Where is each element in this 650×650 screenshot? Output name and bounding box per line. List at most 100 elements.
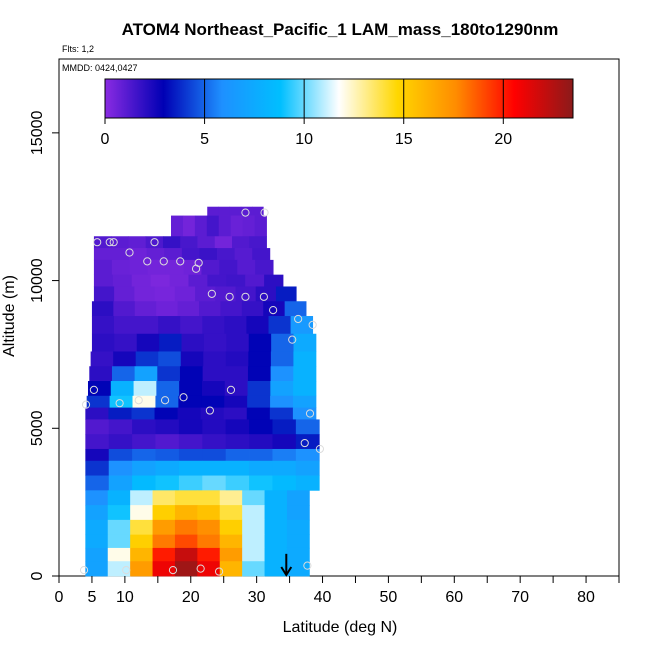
x-tick-label: 70	[511, 589, 529, 606]
heatmap-cell	[85, 490, 109, 506]
heatmap-cell	[93, 274, 114, 287]
heatmap-cell	[268, 316, 291, 335]
heatmap-cell	[110, 381, 134, 397]
heatmap-cell	[202, 316, 225, 335]
sample-point	[79, 565, 89, 575]
sample-point	[176, 257, 185, 266]
heatmap-cell	[270, 351, 294, 367]
heatmap-cell	[255, 259, 274, 276]
y-tick-label: 15000	[29, 111, 46, 156]
heatmap-cell	[242, 534, 265, 549]
heatmap-cell	[89, 366, 113, 382]
heatmap-cell	[230, 215, 244, 237]
heatmap-cell	[229, 206, 242, 216]
heatmap-cell	[108, 419, 133, 435]
x-tick-label: 60	[445, 589, 463, 606]
sample-point	[179, 393, 188, 402]
heatmap-cell	[295, 419, 320, 435]
heatmap-cell	[286, 490, 310, 506]
heatmap-cell	[219, 490, 243, 506]
arrow-marker	[280, 553, 293, 577]
heatmap-cell	[85, 475, 110, 491]
heatmap-cell	[156, 381, 180, 397]
heatmap-cell	[224, 316, 247, 335]
heatmap-cell	[223, 407, 248, 420]
heatmap-cell	[178, 419, 203, 435]
heatmap-cell	[225, 448, 250, 462]
heatmap-cell	[272, 460, 297, 476]
heatmap-cell	[108, 434, 133, 450]
heatmap-cell	[269, 407, 294, 420]
heatmap-cell	[179, 381, 203, 397]
sample-point	[225, 292, 234, 301]
heatmap-cell	[202, 366, 226, 382]
heatmap-cell	[207, 206, 219, 216]
heatmap-cell	[245, 274, 265, 287]
heatmap-cell	[85, 505, 109, 521]
sample-point	[194, 258, 203, 267]
heatmap-cell	[286, 534, 310, 549]
sample-point	[150, 238, 159, 247]
heatmap-cell	[134, 366, 158, 382]
heatmap-cell	[107, 519, 131, 536]
heatmap-cell	[108, 407, 132, 420]
heatmap-cell	[197, 236, 216, 249]
heatmap-cell	[275, 286, 297, 302]
sample-point	[241, 208, 250, 217]
heatmap-cell	[113, 351, 137, 367]
heatmap-cell	[249, 236, 267, 249]
heatmap-cell	[202, 419, 227, 435]
heatmap-cell	[194, 215, 208, 237]
heatmap-cell	[181, 248, 200, 261]
sample-point	[125, 248, 134, 257]
heatmap-cell	[197, 561, 221, 577]
heatmap-cell	[225, 419, 250, 435]
heatmap-cell	[218, 206, 231, 216]
x-axis-label: Latitude (deg N)	[283, 619, 398, 636]
heatmap-cell	[293, 366, 317, 382]
sample-point	[134, 396, 143, 405]
heatmap-cell	[155, 419, 180, 435]
x-tick-label: 0	[55, 589, 64, 606]
heatmap-cell	[112, 274, 133, 287]
heatmap-cell	[240, 206, 253, 216]
sample-point	[205, 406, 214, 415]
heatmap-cell	[195, 286, 216, 302]
colorbar-tick-label: 5	[200, 131, 209, 148]
y-axis-label: Altitude (m)	[1, 275, 18, 357]
colorbar-scale	[104, 78, 574, 119]
sample-point	[300, 438, 309, 448]
heatmap-cell	[249, 419, 273, 435]
sample-point	[226, 385, 236, 394]
heatmap-cell	[249, 475, 273, 491]
heatmap-cell	[293, 351, 317, 367]
heatmap-cell	[154, 407, 178, 420]
heatmap-cell	[107, 547, 131, 562]
heatmap-cell	[147, 259, 166, 276]
heatmap-cell	[215, 286, 236, 302]
heatmap-cell	[242, 561, 265, 577]
heatmap-cell	[136, 333, 160, 352]
heatmap-cell	[85, 407, 109, 420]
heatmap-cell	[155, 475, 180, 491]
heatmap-cell	[85, 434, 110, 450]
heatmap-cell	[219, 534, 243, 549]
heatmap-cell	[108, 475, 133, 491]
heatmap-cell	[108, 460, 133, 476]
heatmap-cell	[134, 286, 155, 302]
x-axis: 0 5 10 20 30 40 50 60 70 80	[55, 576, 620, 606]
heatmap-cell	[241, 301, 264, 317]
heatmap-cell	[155, 448, 180, 462]
heatmap-cell	[264, 534, 288, 549]
heatmap-cell	[93, 259, 113, 276]
heatmap-cell	[197, 519, 221, 536]
heatmap-cell	[264, 519, 288, 536]
heatmap-cell	[180, 351, 204, 367]
heatmap-cell	[225, 460, 250, 476]
heatmap-cell	[242, 519, 265, 536]
colorbar-tick-label: 10	[295, 131, 313, 148]
heatmap-cell	[225, 475, 250, 491]
heatmap-cell	[206, 215, 220, 237]
colorbar-tick-label: 15	[395, 131, 413, 148]
